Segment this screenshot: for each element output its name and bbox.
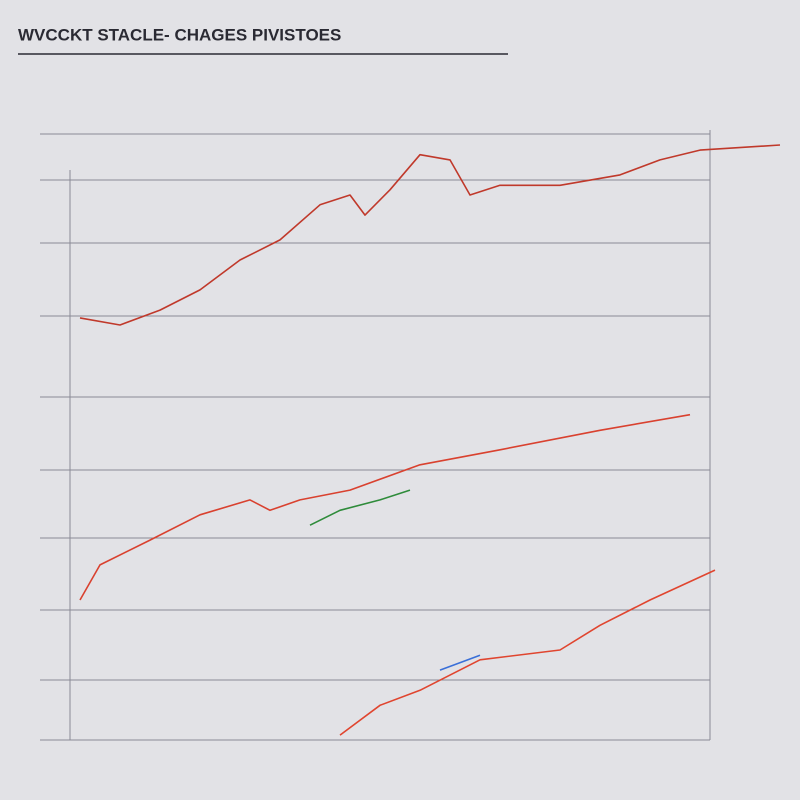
series-line [309,489,411,526]
series-line [79,413,691,601]
series-line [339,569,716,736]
series-line [79,144,781,326]
rules [40,130,711,741]
series-line [440,560,715,670]
chart-title: WVCCKT STACLE- CHAGES PIVISTOES [18,25,341,44]
